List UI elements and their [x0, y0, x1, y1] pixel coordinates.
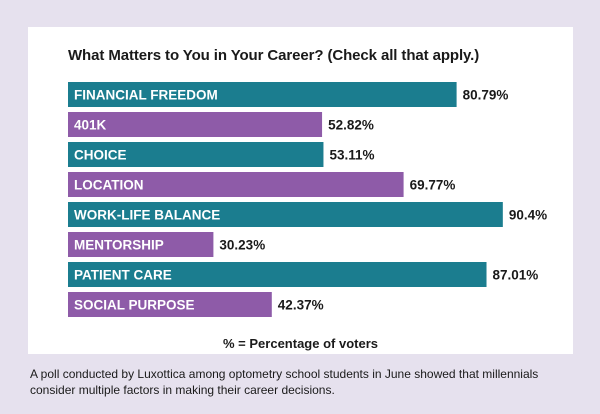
- category-label-social-purpose: SOCIAL PURPOSE: [74, 298, 195, 313]
- value-label-patient-care: 87.01%: [493, 268, 539, 283]
- value-label-choice: 53.11%: [329, 148, 374, 163]
- bar-chart: FINANCIAL FREEDOM 80.79% 401K 52.82% CHOICE 5…: [68, 82, 547, 317]
- chart-caption: A poll conducted by Luxottica among opto…: [30, 367, 539, 397]
- chart-title: What Matters to You in Your Career? (Che…: [68, 47, 480, 64]
- bar-financial-freedom: [68, 82, 457, 107]
- bar-patient-care: [68, 262, 487, 287]
- category-label-mentorship: MENTORSHIP: [74, 238, 164, 253]
- bar-social-purpose: [68, 292, 272, 317]
- bar-work-life-balance: [68, 202, 503, 227]
- value-label-401k: 52.82%: [328, 118, 374, 133]
- category-label-patient-care: PATIENT CARE: [74, 268, 172, 283]
- bar-choice: [68, 142, 324, 167]
- category-label-work-life-balance: WORK-LIFE BALANCE: [74, 208, 220, 223]
- value-label-work-life-balance: 90.4%: [509, 208, 547, 223]
- bar-401k: [68, 112, 323, 137]
- category-label-location: LOCATION: [74, 178, 144, 193]
- category-label-401k: 401K: [74, 118, 107, 133]
- value-label-location: 69.77%: [410, 178, 456, 193]
- value-label-financial-freedom: 80.79%: [463, 88, 509, 103]
- category-label-financial-freedom: FINANCIAL FREEDOM: [74, 88, 218, 103]
- chart-note: % = Percentage of voters: [223, 336, 378, 351]
- category-label-choice: CHOICE: [74, 148, 127, 163]
- value-label-social-purpose: 42.37%: [278, 298, 324, 313]
- bar-mentorship: [68, 232, 214, 257]
- chart-card: What Matters to You in Your Career? (Che…: [28, 27, 573, 354]
- value-label-mentorship: 30.23%: [219, 238, 265, 253]
- bar-location: [68, 172, 404, 197]
